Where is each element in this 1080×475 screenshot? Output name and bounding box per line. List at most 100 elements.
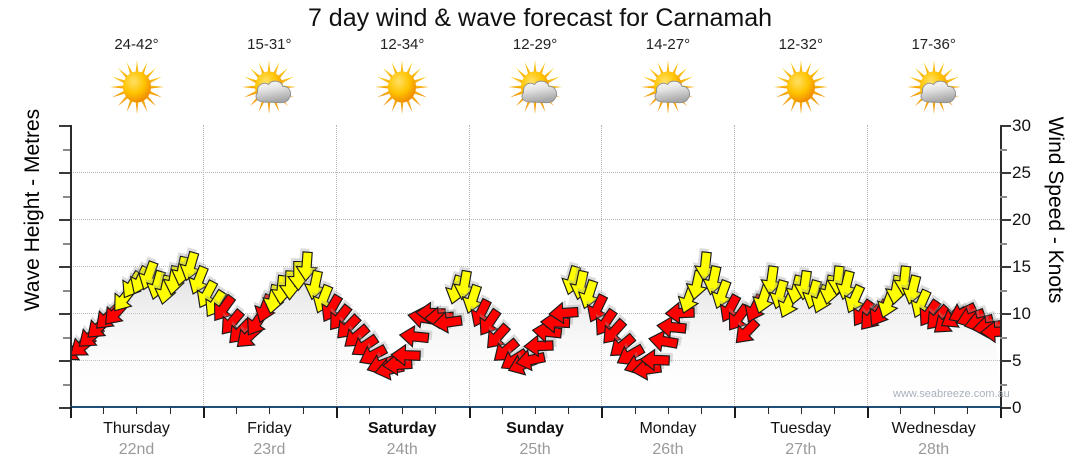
right-tick-mark [1000, 407, 1011, 409]
temperature-range: 12-34° [380, 36, 425, 53]
temperature-range: 12-32° [778, 36, 823, 53]
day-name: Wednesday [891, 420, 976, 437]
day-name: Saturday [367, 420, 437, 437]
x-tick-mark [70, 407, 72, 418]
x-tick-mark [767, 407, 769, 414]
left-axis-line [70, 125, 72, 407]
left-tick-mark [59, 172, 70, 174]
day-label-sunday: Sunday 25th [469, 418, 602, 461]
right-tick-mark-minor [1000, 383, 1007, 386]
left-tick-mark-minor [63, 195, 70, 198]
day-label-friday: Friday 23rd [203, 418, 336, 461]
wind-arrow [979, 318, 1000, 344]
right-tick-mark [1000, 313, 1011, 315]
left-tick-mark [59, 313, 70, 315]
left-tick-mark-minor [63, 242, 70, 245]
x-tick-mark [568, 407, 570, 414]
wind-arrow [548, 299, 582, 325]
x-tick-mark [368, 407, 370, 414]
right-tick-mark-minor [1000, 148, 1007, 151]
x-tick-mark [800, 407, 802, 414]
wind-arrow [701, 261, 725, 296]
day-name: Tuesday [770, 420, 832, 437]
temperature-range: 17-36° [911, 36, 956, 53]
day-date: 26th [652, 441, 684, 458]
x-tick-mark [468, 407, 471, 418]
day-label-thursday: Thursday 22nd [70, 418, 203, 461]
gridline-horizontal [70, 313, 1000, 314]
gridline-vertical [468, 125, 470, 407]
right-tick-mark [1000, 219, 1011, 221]
x-tick-mark [833, 407, 835, 414]
left-tick-mark [59, 219, 70, 221]
wind-arrow [432, 308, 466, 334]
day-header-strip: 24-42° 15-31° [70, 36, 1000, 122]
wind-arrow [710, 275, 733, 310]
gridline-horizontal [70, 219, 1000, 220]
x-tick-mark [966, 407, 968, 414]
x-tick-mark [867, 407, 870, 418]
day-header-monday: 14-27° [601, 36, 734, 118]
x-tick-mark [601, 407, 604, 418]
wind-arrow [843, 280, 866, 314]
day-date: 22nd [118, 441, 155, 458]
temperature-range: 24-42° [114, 36, 159, 53]
right-tick-label: 10 [1012, 304, 1031, 323]
x-tick-mark [169, 407, 171, 414]
x-tick-mark [236, 407, 238, 414]
right-tick-mark-minor [1000, 195, 1007, 198]
right-tick-mark-minor [1000, 336, 1007, 339]
x-tick-mark [269, 407, 271, 414]
right-tick-mark-minor [1000, 289, 1007, 292]
gridline-horizontal [70, 266, 1000, 267]
right-tick-label: 20 [1012, 210, 1031, 229]
right-tick-mark [1000, 360, 1011, 362]
left-tick-mark [59, 125, 70, 127]
page-title: 7 day wind & wave forecast for Carnamah [307, 4, 773, 32]
day-header-thursday: 24-42° [70, 36, 203, 118]
wind-arrow [460, 280, 484, 315]
partly-cloudy-icon [500, 56, 570, 118]
left-axis-title: Wave Height - Metres [21, 108, 44, 312]
left-tick-mark-minor [63, 383, 70, 386]
right-tick-label: 15 [1012, 257, 1031, 276]
right-tick-label: 25 [1012, 163, 1031, 182]
x-tick-mark [501, 407, 503, 414]
wind-arrow [187, 261, 210, 295]
x-tick-mark [900, 407, 902, 414]
x-tick-mark [535, 407, 536, 414]
wind-arrow [390, 342, 424, 367]
right-tick-label: 5 [1012, 351, 1022, 370]
partly-cloudy-icon [633, 56, 703, 118]
gridline-vertical [202, 125, 204, 407]
wind-arrow [900, 270, 924, 305]
right-tick-mark [1000, 125, 1011, 127]
temperature-range: 15-31° [247, 36, 292, 53]
right-tick-mark [1000, 266, 1011, 268]
temperature-range: 12-29° [512, 36, 558, 53]
x-tick-mark [103, 407, 105, 414]
day-date: 27th [785, 441, 817, 458]
x-tick-mark [933, 407, 935, 414]
wind-arrow-series [70, 125, 1000, 407]
x-tick-mark [734, 407, 737, 418]
x-tick-mark [136, 407, 138, 414]
gridline-vertical [335, 125, 337, 407]
gridline-vertical [601, 125, 603, 407]
day-label-saturday: Saturday 24th [336, 418, 469, 461]
day-header-tuesday: 12-32° [734, 36, 867, 118]
x-tick-mark [667, 407, 669, 414]
plot-area [70, 125, 1000, 407]
left-tick-mark-minor [63, 148, 70, 151]
day-header-sunday: 12-29° [469, 36, 602, 118]
day-header-wednesday: 17-36° [867, 36, 1000, 118]
wind-arrow [648, 328, 682, 353]
day-header-saturday: 12-34° [336, 36, 469, 118]
partly-cloudy-icon [899, 56, 969, 118]
day-label-tuesday: Tuesday 27th [734, 418, 867, 461]
left-tick-mark-minor [63, 289, 70, 292]
day-date: 28th [918, 441, 950, 458]
partly-cloudy-icon [234, 56, 304, 118]
wind-arrow [302, 266, 327, 301]
